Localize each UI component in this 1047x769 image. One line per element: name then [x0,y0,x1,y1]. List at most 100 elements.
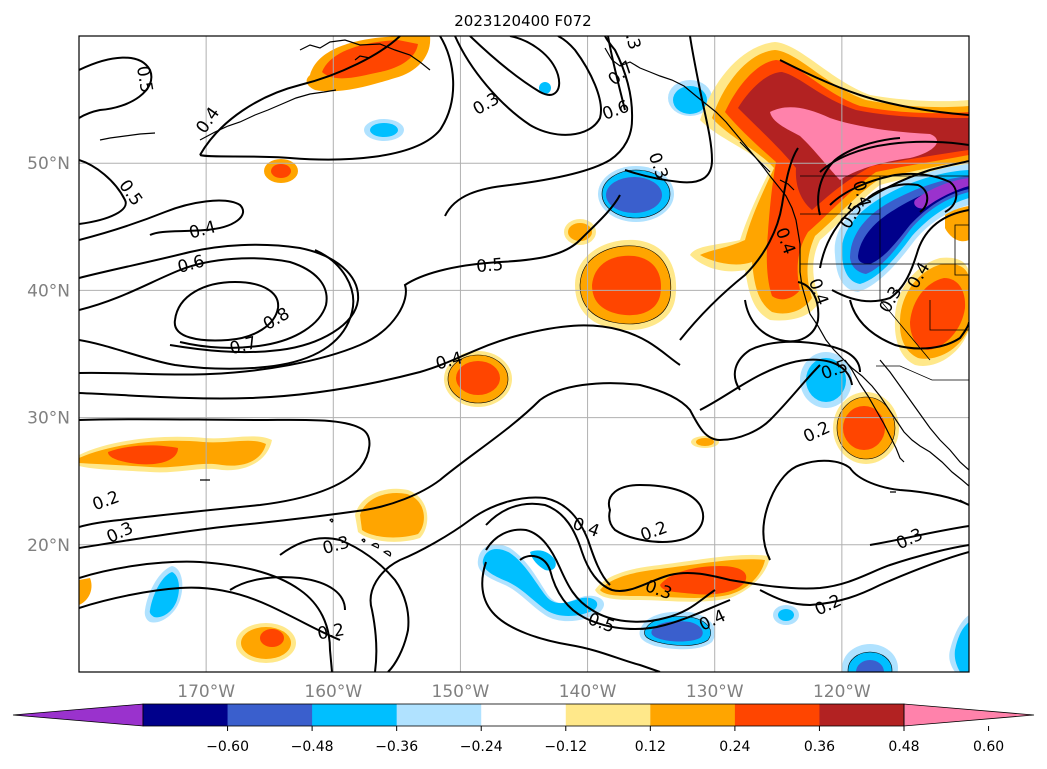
y-tick-label: 20°N [27,536,70,556]
colorbar-tick-label: −0.36 [375,739,418,755]
shade-cyan-57n [539,82,551,94]
contour-lines [79,36,969,672]
shade-orange-27n [696,438,714,446]
border-mexico [876,365,969,381]
contour-04-northeast [817,137,901,216]
contour-05-alaska [444,36,634,217]
contour-04-south [485,502,969,592]
colorbar-tick-label: −0.60 [206,739,249,755]
colorbar-segment [396,704,482,726]
shade-cyan-15n [149,572,180,618]
x-tick-labels: 170°W 160°W 150°W 140°W 130°W 120°W [177,682,871,702]
coast-vancouver [739,141,795,191]
colorbar-tick-label: −0.24 [460,739,503,755]
contour-03-south [79,560,333,672]
contour-05-alaska2 [607,36,626,111]
shade-red-49n [271,164,291,178]
x-tick-label: 120°W [813,682,871,702]
shade-red3-40n [592,255,661,316]
contour-label-group: 0.5 [132,64,156,94]
contour-label: 0.5 [132,64,156,94]
shade-royal-10n [856,660,884,672]
shade-cyan-14n [778,609,794,621]
colorbar-extend-high [903,703,1035,727]
contour-02-southeast [762,459,969,561]
x-tick-label: 160°W [304,682,362,702]
colorbar-segment [143,704,229,726]
shade-band-red-27n [108,445,178,465]
contour-03-interior [849,299,969,350]
outline-orange-40n [579,245,672,325]
shade-cyan-53n [370,123,398,137]
coast-alaska-gulf [604,47,969,487]
colorbar-tick-label: 0.24 [719,739,750,755]
contour-04-socal [699,358,853,411]
shade-orange-edge-17n [79,578,92,605]
y-tick-labels: 20°N 30°N 40°N 50°N [27,154,70,556]
contour-label-group: 0.5 [475,255,504,277]
contour-label: 0.5 [475,255,504,277]
shade-red2-37n [910,278,966,350]
colorbar-segment [734,704,820,726]
colorbar-tick-label: 0.36 [804,739,835,755]
coast-bering [299,39,431,71]
x-tick-label: 150°W [432,682,490,702]
contour-02-hawaii [369,496,611,672]
colorbar-tick-label: 0.60 [973,739,1004,755]
contour-07 [79,257,328,349]
x-tick-label: 170°W [177,682,235,702]
shade-orange2-44n [568,223,592,241]
contour-05-band [79,194,621,376]
contour-05-south [485,528,716,623]
coast-hawaii [329,518,392,557]
coast-gulf-california [879,359,969,471]
y-tick-label: 30°N [27,409,70,429]
shade-hawaii-orange2 [360,492,424,538]
contour-04-band [79,324,681,400]
shade-westcoast-pink [770,107,938,180]
colorbar-segment [819,704,905,726]
shade-red-12n [260,629,284,647]
contour-06-interior [829,172,958,213]
contour-label: 0.3 [618,21,644,52]
map-frame [78,35,970,673]
contour-06-west [79,243,360,354]
contour-07-northeast [867,183,929,213]
shade-royal-48n [606,177,662,213]
contour-05-interior2 [819,140,969,173]
contour-04-westcoast2 [744,281,820,343]
contour-03-alaska [624,36,714,184]
x-tick-label: 140°W [559,682,617,702]
outline-blue-10n [847,651,893,672]
colorbar-tick-label: 0.12 [635,739,666,755]
contour-04-westcoast [679,147,799,341]
colorbar-tick-label: 0.48 [888,739,919,755]
colorbar-frame [142,703,905,727]
outline-red-29n [836,396,896,460]
contour-04-lowcenter [519,554,731,631]
shade-panhandle-cyan [673,86,707,114]
shade-cyan-12n-right [954,622,969,672]
contour-08 [173,280,280,342]
contour-05-west [79,159,127,225]
outline-blue-48n [601,169,671,219]
shade-interior-navy [858,181,969,264]
contour-06-alaska [454,36,602,136]
colorbar-tick-label: −0.12 [544,739,587,755]
shade-arc-cyan [482,548,598,617]
shade-red3-33n [456,361,500,395]
colorbar-segment [650,704,736,726]
colorbar-extend-low [12,703,144,727]
colorbar-segment [481,704,567,726]
contour-07-alaska [469,36,560,96]
contour-04-west [79,199,245,241]
contour-label-group: 0.3 [618,21,644,52]
contour-label-group: 0.2 [316,620,346,644]
contour-02-east [759,551,969,607]
contour-03-socal [733,340,861,391]
x-tick-label: 130°W [686,682,744,702]
contour-03-hawaii [279,537,410,672]
contour-06-mid [79,249,355,370]
contour-04-north [199,36,455,161]
